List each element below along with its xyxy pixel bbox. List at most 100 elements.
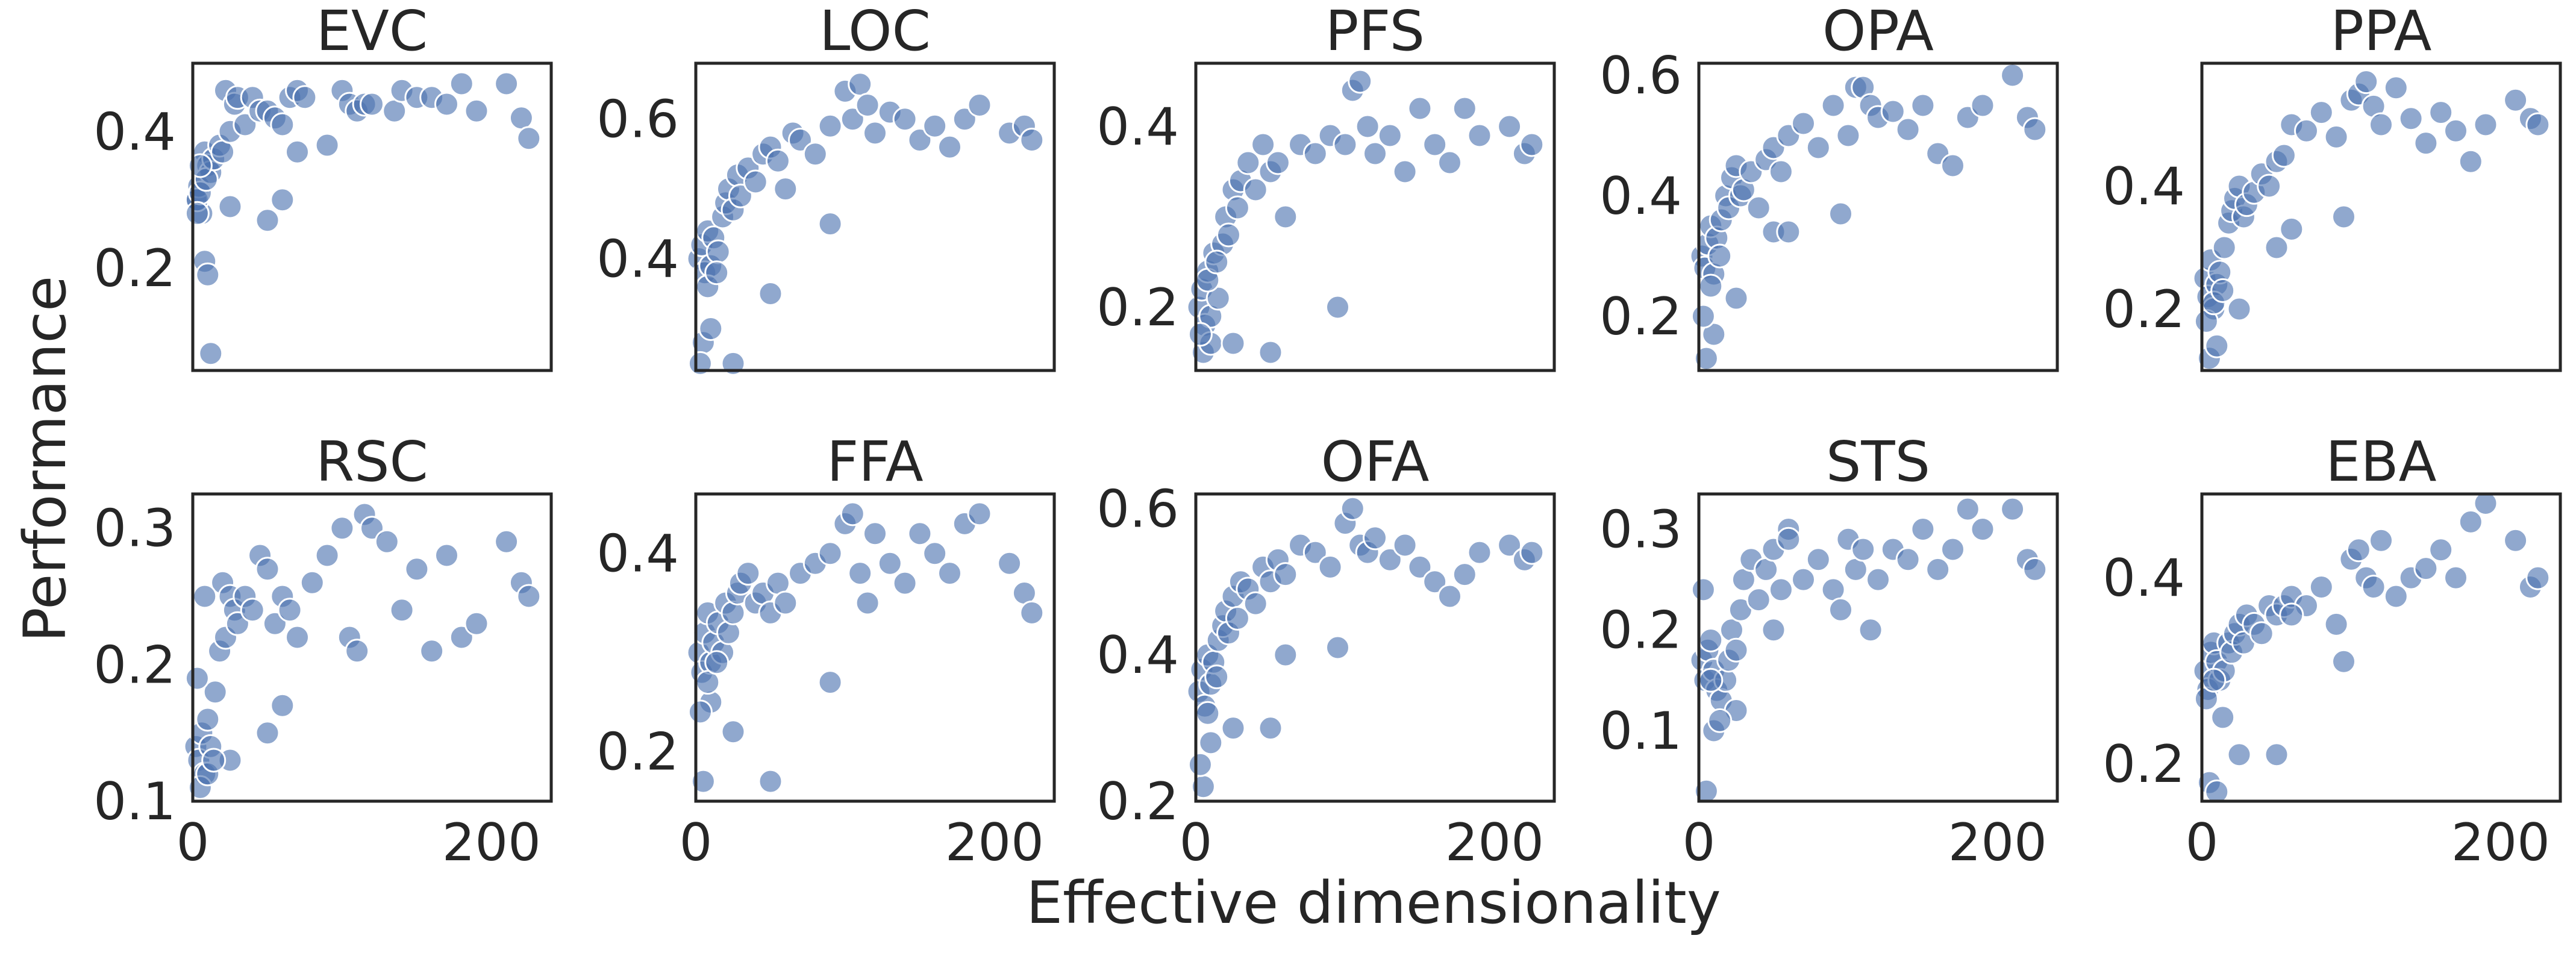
data-point [314,133,340,158]
data-point [330,516,355,541]
data-point [389,598,414,623]
data-point [1407,554,1433,580]
y-tick-label: 0.2 [93,239,176,299]
data-point [907,128,933,152]
data-point [382,98,407,123]
data-point [1377,547,1402,572]
data-point [922,541,948,566]
data-point [1348,69,1373,94]
data-point [2000,63,2025,88]
data-point [2324,611,2349,637]
data-point [877,551,902,576]
panel-frame-eba [2200,492,2562,803]
data-point [2458,149,2483,174]
y-tick-label: 0.2 [2102,734,2185,795]
data-point [285,139,310,164]
data-point [1273,204,1298,230]
data-point [2279,216,2304,242]
data-point [2309,100,2334,125]
data-point [270,112,295,137]
panel-ppa: PPA 0.2 0.4 [2102,0,2562,372]
data-point [1828,201,1853,227]
panel-sts: STS 0.1 0.2 0.3 0 200 [1599,430,2059,873]
data-point [2413,556,2439,581]
y-tick-label: 0.4 [1599,166,1682,227]
data-point [184,666,210,691]
data-point [2022,557,2048,582]
data-point [788,128,813,152]
data-point [1333,132,1358,157]
y-tick-label: 0.1 [1599,701,1682,761]
data-point [360,92,384,117]
data-point [840,107,865,132]
data-point [855,590,880,616]
data-point [967,501,992,526]
data-point [1805,135,1831,160]
data-point [1437,584,1462,609]
data-point [1236,150,1261,175]
data-point [202,680,228,705]
data-point [1497,114,1522,139]
panel-frame-pfs [1194,61,1556,372]
x-tick-label: 200 [1948,813,2047,873]
data-point [2354,69,2379,95]
data-point [1690,577,1716,602]
data-point [2212,235,2237,260]
data-point [1225,195,1250,220]
data-point [1768,577,1793,602]
y-tick-label: 0.4 [2102,157,2185,217]
data-point [721,719,746,745]
y-tick-label: 0.6 [1096,479,1179,539]
x-tick-label: 0 [1683,813,1716,873]
points-sts [1689,496,2048,804]
x-tick-label: 200 [442,813,541,873]
data-point [1318,554,1343,580]
data-point [404,557,430,582]
data-point [1910,517,1936,542]
data-point [2022,117,2048,142]
data-point [1970,517,1995,542]
panel-rsc: RSC 0.1 0.2 0.3 0 200 [93,430,553,873]
panel-loc: LOC 0.4 0.6 [596,0,1056,376]
x-tick-label: 200 [2451,813,2550,873]
data-point [1828,597,1853,622]
data-point [1895,117,1921,142]
x-axis-label: Effective dimensionality [1026,869,1721,937]
x-tick-label: 0 [680,813,713,873]
panel-frame-loc [694,61,1056,372]
y-tick-label: 0.2 [1096,772,1179,832]
data-point [1216,222,1241,248]
data-point [374,529,399,554]
x-tick-label: 200 [945,813,1044,873]
data-point [2413,131,2439,156]
data-point [1273,562,1298,587]
data-point [1377,123,1402,148]
data-point [1273,642,1298,667]
data-point [2294,118,2319,143]
data-point [2227,296,2252,322]
panels: EVC 0.2 0.4 LOC 0.4 0.6 PFS 0.2 0.4 OPA 0.2 0.4 0.6 P… [93,0,2562,873]
data-point [1198,730,1224,755]
y-tick-label: 0.2 [1096,278,1179,338]
data-point [2249,621,2274,646]
panel-opa: OPA 0.2 0.4 0.6 [1599,0,2059,372]
data-point [1265,150,1290,175]
data-point [1970,93,1995,118]
data-point [2210,278,2236,303]
data-point [1467,540,1492,565]
data-point [419,639,445,664]
data-point [1746,195,1771,220]
data-point [1392,159,1418,184]
y-tick-label: 0.4 [1096,625,1179,686]
x-tick-label: 0 [177,813,210,873]
data-point [184,201,210,226]
panel-title-opa: OPA [1822,0,1934,63]
data-point [255,557,280,582]
x-tick-label: 200 [1445,813,1544,873]
data-point [1187,322,1213,347]
data-point [1195,701,1221,726]
data-point [704,650,730,675]
data-point [1243,591,1268,616]
panel-title-ofa: OFA [1321,430,1430,494]
